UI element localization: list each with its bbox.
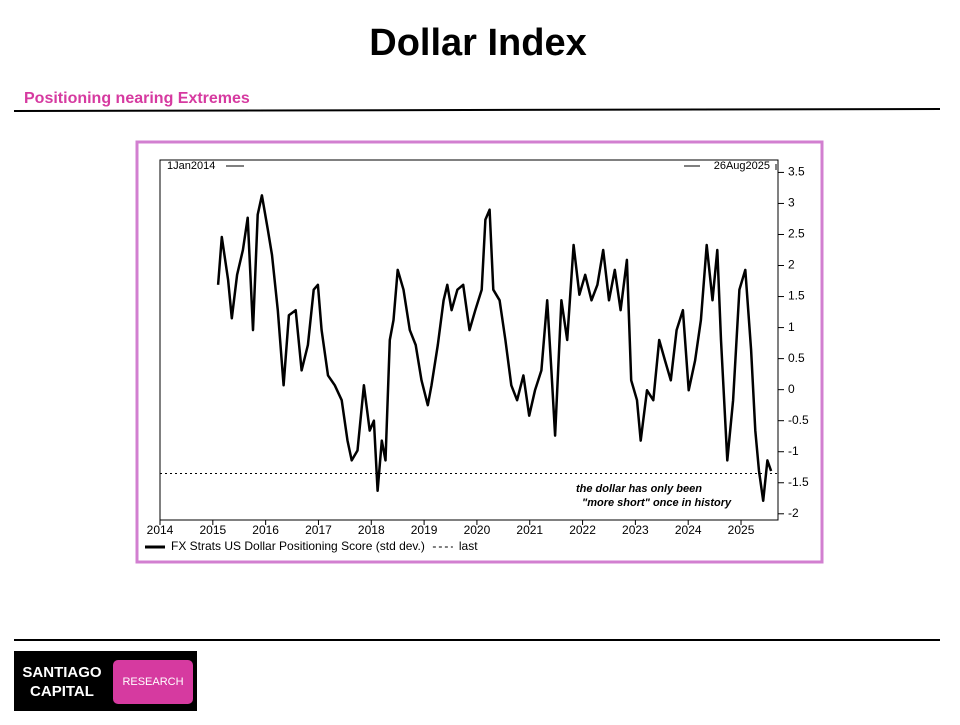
chart: 3.5 3 2.5 2 1.5 1 0.5 0 -0.5 -1 -1.5 -2 2014 2015 2016… (145, 165, 809, 553)
x-tick-label: 2015 (199, 523, 226, 537)
start-date: 1Jan2014 (167, 160, 215, 172)
x-tick-label: 2025 (728, 523, 755, 537)
x-tick-label: 2020 (464, 523, 491, 537)
y-tick-label: 0.5 (788, 351, 805, 365)
legend-label: last (459, 539, 478, 553)
data-line (216, 194, 773, 503)
top-rule (13, 108, 941, 112)
annotation: "more short" once in history (582, 497, 732, 509)
logo-text: CAPITAL (30, 683, 94, 700)
y-tick-label: 2 (788, 258, 795, 272)
slide-title: Dollar Index (369, 22, 587, 64)
x-tick-label: 2016 (252, 523, 279, 537)
x-tick-label: 2021 (516, 523, 543, 537)
logo-tag-box (113, 660, 193, 704)
x-tick-label: 2014 (147, 523, 174, 537)
y-tick-label: 3.5 (788, 165, 805, 179)
logo-text: SANTIAGO (22, 664, 102, 681)
legend-label: FX Strats US Dollar Positioning Score (s… (171, 539, 425, 553)
x-tick-label: 2023 (622, 523, 649, 537)
plot-area (159, 159, 779, 521)
logo-tag: RESEARCH (122, 676, 183, 688)
y-tick-label: 1 (788, 320, 795, 334)
x-tick-label: 2024 (675, 523, 702, 537)
y-tick-label: -0.5 (788, 413, 809, 427)
x-tick-label: 2017 (305, 523, 332, 537)
end-date: 26Aug2025 (714, 160, 770, 172)
slide-subtitle: Positioning nearing Extremes (24, 90, 250, 107)
y-tick-label: 3 (788, 196, 795, 210)
x-tick-label: 2019 (411, 523, 438, 537)
y-tick-label: -1.5 (788, 475, 809, 489)
y-tick-label: 1.5 (788, 289, 805, 303)
y-tick-label: 0 (788, 382, 795, 396)
annotation: the dollar has only been (576, 483, 702, 495)
y-tick-label: -1 (788, 444, 799, 458)
y-tick-label: 2.5 (788, 227, 805, 241)
x-tick-label: 2018 (358, 523, 385, 537)
y-tick-label: -2 (788, 506, 799, 520)
x-tick-label: 2022 (569, 523, 596, 537)
chart-frame (135, 140, 824, 564)
